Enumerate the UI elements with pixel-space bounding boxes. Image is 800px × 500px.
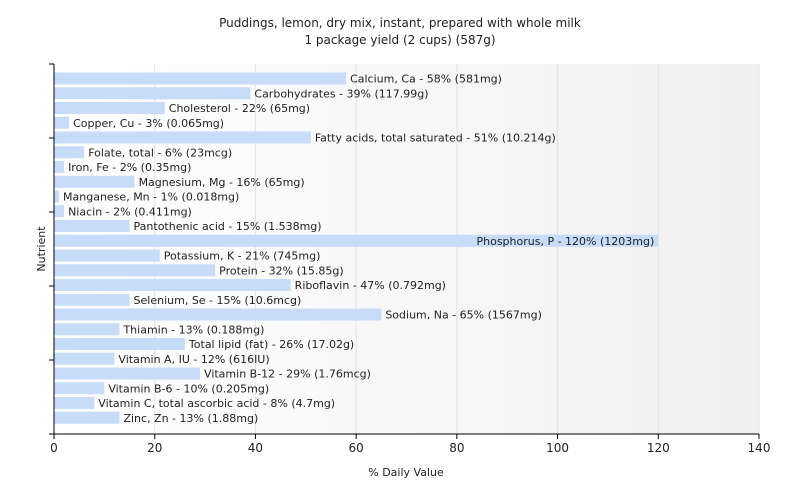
bar-label: Iron, Fe - 2% (0.35mg) [68, 161, 191, 174]
bar [54, 397, 95, 409]
bar [54, 87, 251, 100]
bar-label: Selenium, Se - 15% (10.6mcg) [134, 294, 302, 307]
bar [54, 382, 105, 395]
bar-label: Niacin - 2% (0.411mg) [68, 205, 192, 218]
bar-label: Pantothenic acid - 15% (1.538mg) [134, 220, 322, 233]
x-tick-label: 120 [647, 441, 670, 455]
bar-label: Potassium, K - 21% (745mg) [164, 250, 321, 263]
bar [54, 249, 160, 262]
bar [54, 205, 65, 218]
x-tick-label: 140 [748, 441, 771, 455]
axes: 0 20 40 60 80 100 120 140 [49, 63, 771, 455]
bar-label: Folate, total - 6% (23mcg) [88, 146, 232, 159]
bar [54, 220, 130, 232]
bar [54, 161, 65, 173]
bar [54, 146, 85, 159]
bar [54, 308, 382, 321]
bar [54, 102, 165, 114]
x-tick-label: 0 [50, 441, 58, 455]
bar-label: Total lipid (fat) - 26% (17.02g) [188, 338, 354, 351]
x-tick-label: 100 [546, 441, 569, 455]
grid-lines [154, 64, 760, 434]
x-tick-label: 20 [147, 441, 162, 455]
x-tick-label: 80 [449, 441, 464, 455]
y-axis-label: Nutrient [35, 226, 48, 272]
bar-label: Riboflavin - 47% (0.792mg) [295, 279, 446, 292]
bar-label: Magnesium, Mg - 16% (65mg) [139, 176, 305, 189]
bar [54, 116, 70, 129]
bar-label: Fatty acids, total saturated - 51% (10.2… [315, 132, 556, 145]
bar [54, 175, 135, 188]
bar [54, 323, 120, 336]
bar-label: Sodium, Na - 65% (1567mg) [385, 309, 542, 322]
bars: Calcium, Ca - 58% (581mg)Carbohydrates -… [54, 72, 659, 425]
bar [54, 264, 216, 277]
bar-label: Cholesterol - 22% (65mg) [169, 102, 310, 115]
bar [54, 190, 60, 203]
bar [54, 293, 130, 306]
bar [54, 411, 120, 424]
bar-label: Copper, Cu - 3% (0.065mg) [73, 117, 224, 130]
x-axis-label: % Daily Value [368, 466, 444, 479]
x-tick-label: 60 [349, 441, 364, 455]
bar-label: Vitamin B-6 - 10% (0.205mg) [108, 382, 269, 395]
bar-label: Calcium, Ca - 58% (581mg) [350, 73, 502, 86]
bar-label: Thiamin - 13% (0.188mg) [122, 323, 264, 336]
chart-title: Puddings, lemon, dry mix, instant, prepa… [219, 16, 581, 30]
bar [54, 367, 201, 380]
bar-label: Phosphorus, P - 120% (1203mg) [476, 235, 654, 248]
bar [54, 131, 311, 144]
bar-label: Manganese, Mn - 1% (0.018mg) [63, 191, 239, 204]
bar [54, 234, 659, 247]
bar-label: Vitamin C, total ascorbic acid - 8% (4.7… [98, 397, 335, 410]
bar [54, 338, 185, 350]
bar-label: Carbohydrates - 39% (117.99g) [254, 87, 428, 100]
chart-subtitle: 1 package yield (2 cups) (587g) [304, 33, 495, 47]
bar-label: Vitamin B-12 - 29% (1.76mcg) [204, 368, 371, 381]
bar-label: Protein - 32% (15.85g) [219, 264, 344, 277]
bar [54, 72, 347, 85]
bar-label: Zinc, Zn - 13% (1.88mg) [123, 412, 258, 425]
bar [54, 279, 291, 291]
x-tick-label: 40 [248, 441, 263, 455]
bar [54, 352, 115, 365]
bar-label: Vitamin A, IU - 12% (616IU) [118, 353, 269, 366]
